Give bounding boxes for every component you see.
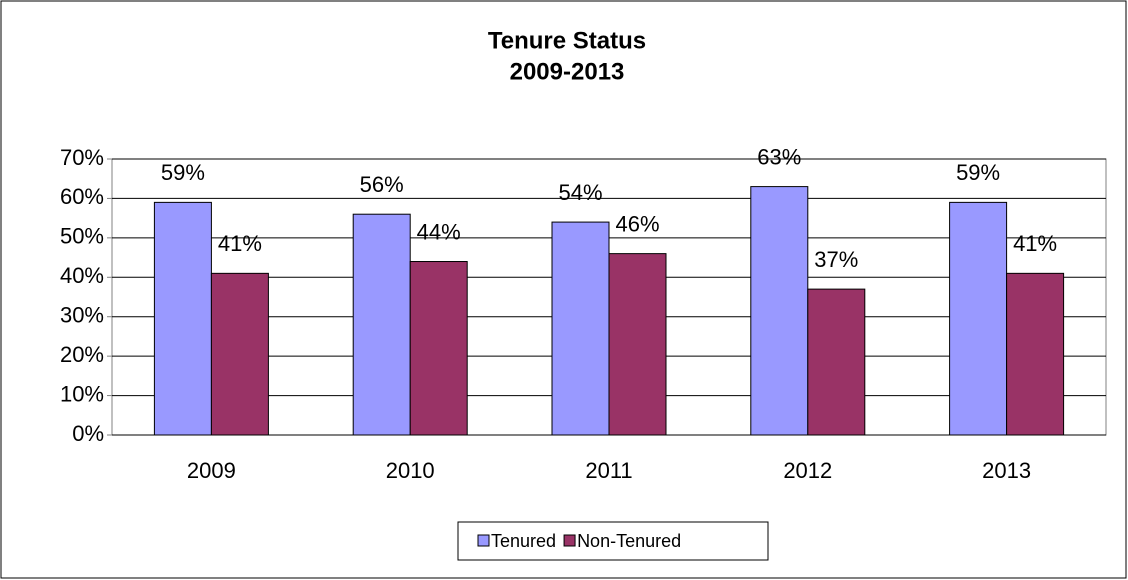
x-tick-label: 2012 [783,458,832,483]
data-label: 54% [558,180,602,205]
x-tick-label: 2010 [386,458,435,483]
data-label: 37% [814,247,858,272]
legend-swatch [477,534,490,547]
data-label: 56% [360,172,404,197]
bar [409,261,468,436]
data-label: 41% [218,231,262,256]
chart-title: Tenure Status [488,27,646,54]
bar [210,272,269,436]
data-label: 59% [956,160,1000,185]
chart-subtitle: 2009-2013 [510,58,625,85]
x-tick-label: 2011 [585,458,632,483]
data-label: 41% [1013,231,1057,256]
y-tick-label: 0% [72,421,104,446]
y-tick-label: 20% [60,342,104,367]
y-tick-label: 40% [60,263,104,288]
x-tick-label: 2013 [982,458,1031,483]
bar [949,201,1008,436]
bar [551,221,610,436]
data-label: 44% [417,219,461,244]
y-tick-label: 10% [60,381,104,406]
legend-label: Non-Tenured [577,531,681,551]
bar [608,253,667,436]
legend-box [457,521,769,561]
y-tick-label: 70% [60,145,104,170]
y-tick-label: 30% [60,303,104,328]
bar [153,201,212,436]
legend-swatch [563,534,576,547]
data-label: 59% [161,160,205,185]
data-label: 63% [757,144,801,169]
bar [750,186,809,436]
legend-label: Tenured [491,531,556,551]
y-tick-label: 50% [60,224,104,249]
bar [352,213,411,436]
data-label: 46% [615,211,659,236]
y-tick-label: 60% [60,184,104,209]
bar [807,288,866,436]
bar [1006,272,1065,436]
x-tick-label: 2009 [187,458,236,483]
